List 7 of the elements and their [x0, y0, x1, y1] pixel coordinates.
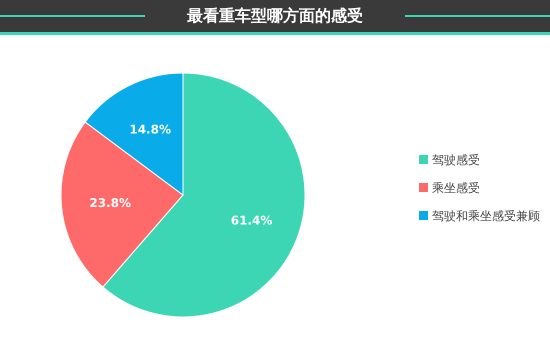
data-label: 14.8%	[129, 122, 171, 137]
data-label: 23.8%	[89, 196, 132, 210]
data-label: 61.4%	[230, 214, 272, 228]
chart-title: 最看重车型哪方面的感受	[187, 6, 363, 26]
legend-label: 乘坐感受	[432, 180, 480, 196]
legend-label: 驾驶感受	[432, 152, 480, 168]
legend-label: 驾驶和乘坐感受兼顾	[432, 208, 540, 224]
